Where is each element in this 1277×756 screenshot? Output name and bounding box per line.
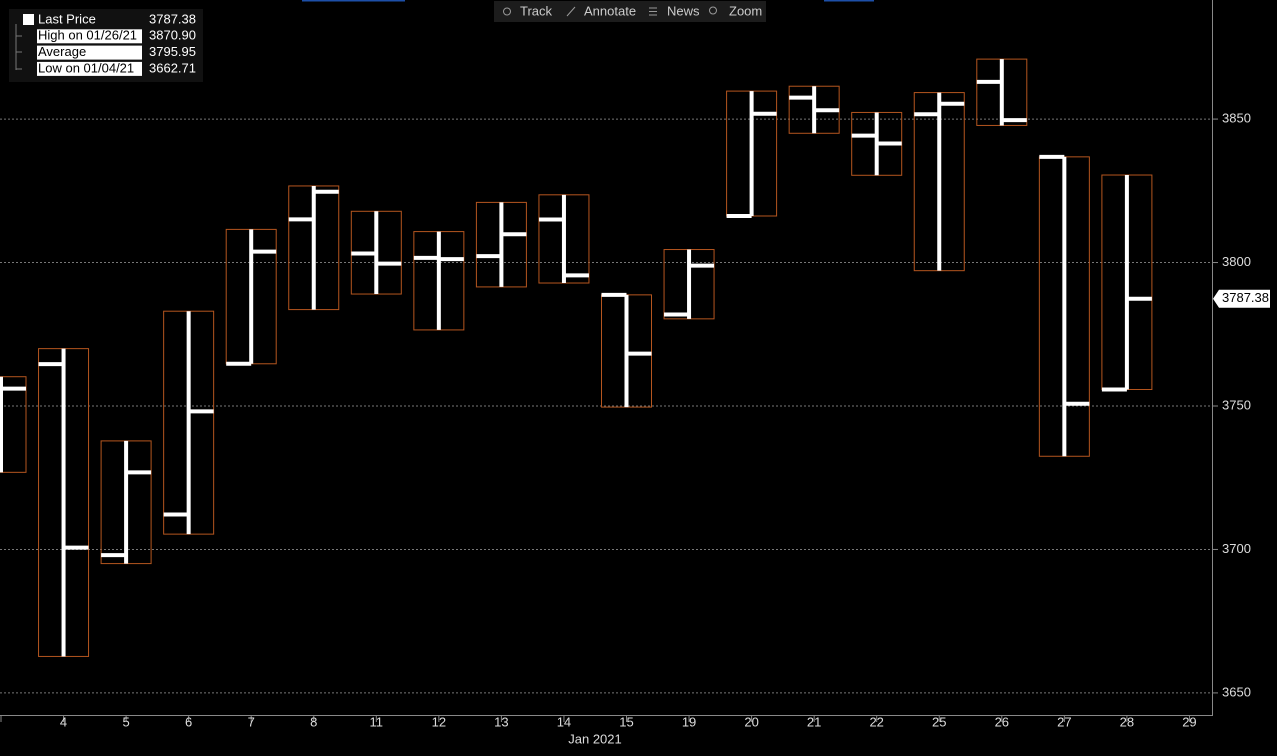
legend-label: Low on 01/04/21 <box>38 60 134 75</box>
legend-tree <box>15 24 22 70</box>
legend-label: Last Price <box>38 11 96 26</box>
legend-value: 3662.71 <box>149 60 196 75</box>
x-tick-label: 11 <box>370 714 384 729</box>
x-tick-label: 25 <box>932 714 946 729</box>
x-tick-label: 28 <box>1120 714 1134 729</box>
x-tick-label: 7 <box>248 714 255 729</box>
x-tick-label: 29 <box>1182 714 1196 729</box>
legend: Last Price 3787.38 High on 01/26/21 3870.90… <box>9 9 203 82</box>
legend-value: 3870.90 <box>149 28 196 43</box>
annotate-button[interactable]: Annotate <box>566 3 636 18</box>
x-tick-label: 26 <box>995 714 1009 729</box>
last-price-label: 3787.38 <box>1222 290 1269 305</box>
legend-label: Average <box>38 44 86 59</box>
icon <box>566 6 576 17</box>
y-tick-label: 3700 <box>1222 541 1251 556</box>
y-tick-label: 3650 <box>1222 684 1251 699</box>
last-price-marker <box>1213 289 1270 308</box>
x-tick-label: 6 <box>185 714 192 729</box>
x-tick-label: 20 <box>744 714 758 729</box>
icon <box>709 6 717 15</box>
legend-value: 3795.95 <box>149 44 196 59</box>
x-tick-label: 12 <box>432 714 446 729</box>
x-tick-label: 13 <box>494 714 508 729</box>
toolbar-label[interactable]: Zoom <box>729 3 762 18</box>
legend-label-bg <box>37 29 142 44</box>
x-tick-label: 22 <box>869 714 883 729</box>
icon <box>649 7 657 16</box>
x-tick-label: 19 <box>682 714 696 729</box>
x-tick-label: 21 <box>807 714 821 729</box>
y-tick-label: 3750 <box>1222 397 1251 412</box>
legend-label-bg <box>37 61 142 76</box>
toolbar-label[interactable]: Track <box>520 3 553 18</box>
legend-label-bg <box>37 45 142 60</box>
x-tick-label: 5 <box>122 714 129 729</box>
toolbar: Track Annotate News Zoom <box>494 1 766 22</box>
toolbar-bg <box>494 1 766 22</box>
x-tick-label: 15 <box>619 714 633 729</box>
track-button[interactable]: Track <box>503 3 553 18</box>
x-tick-label: 4 <box>60 714 67 729</box>
toolbar-label[interactable]: Annotate <box>584 3 636 18</box>
y-tick-label: 3850 <box>1222 111 1251 126</box>
icon <box>503 7 511 16</box>
legend-label: High on 01/26/21 <box>38 28 137 43</box>
legend-swatch <box>23 14 34 25</box>
x-tick-label: 14 <box>557 714 571 729</box>
zoom-button[interactable]: Zoom <box>709 3 763 18</box>
legend-value: 3787.38 <box>149 11 196 26</box>
y-tick-label: 3800 <box>1222 254 1251 269</box>
toolbar-label[interactable]: News <box>667 3 700 18</box>
news-button[interactable]: News <box>649 3 700 18</box>
plot <box>0 58 1153 657</box>
x-tick-label: 27 <box>1057 714 1071 729</box>
x-axis-title: Jan 2021 <box>568 731 622 746</box>
x-tick-label: 8 <box>310 714 317 729</box>
